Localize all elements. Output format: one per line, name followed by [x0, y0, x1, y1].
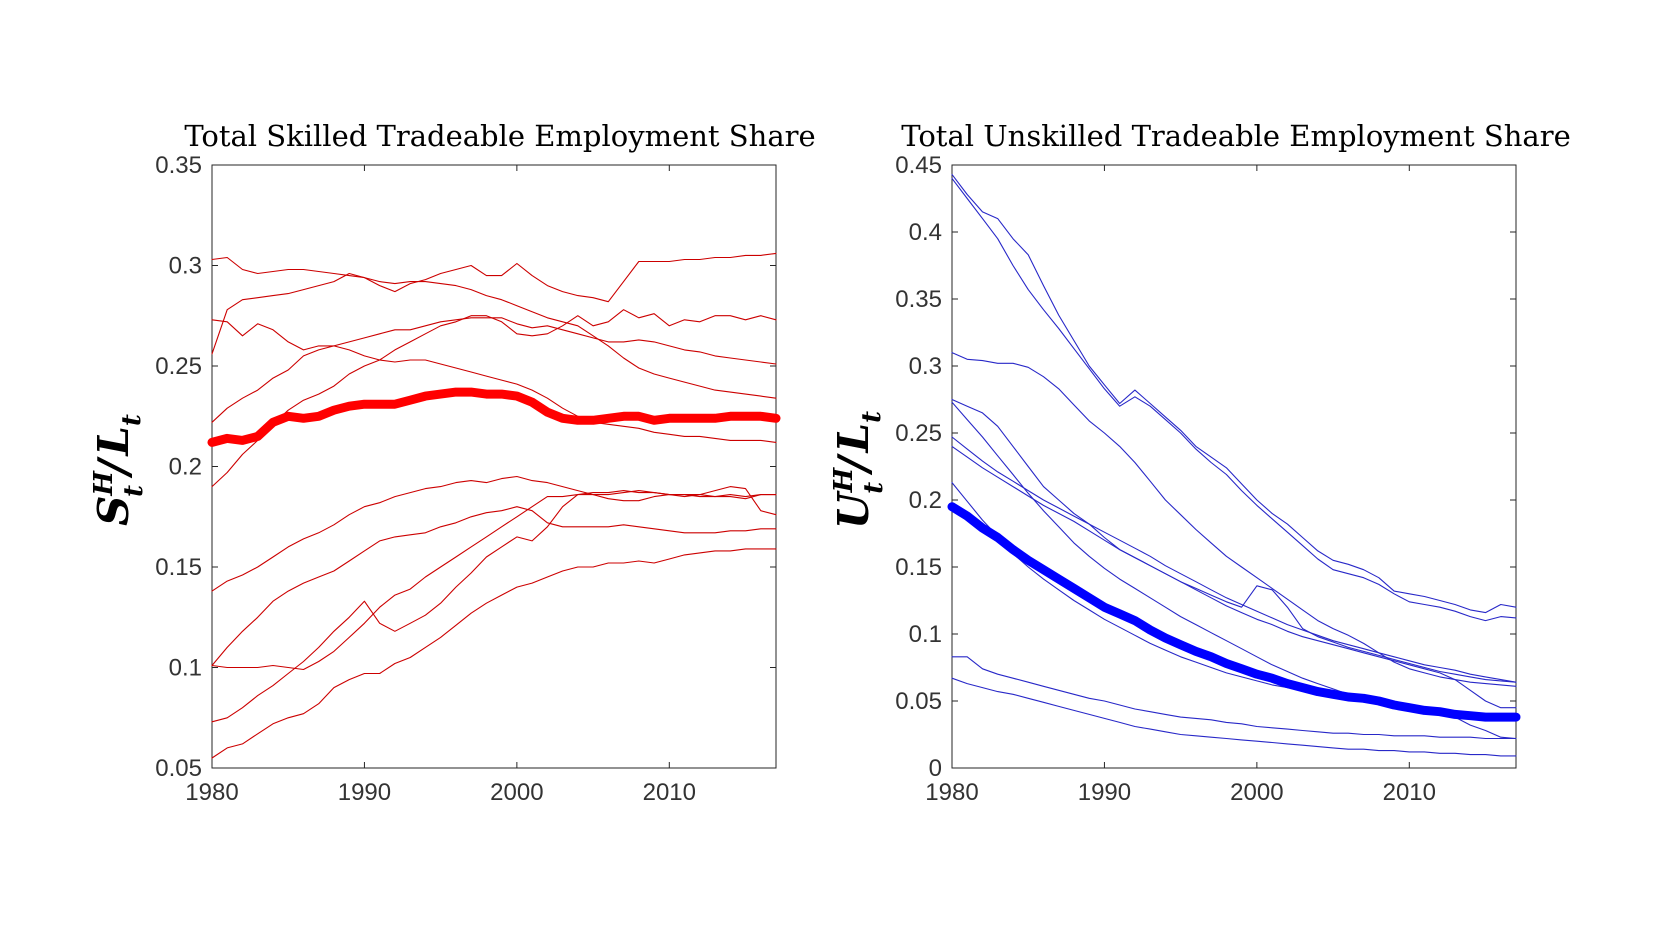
x-tick-label: 1990 — [1078, 779, 1131, 806]
y-tick-label: 0.1 — [909, 621, 942, 648]
y-axis-label-sup: H — [829, 466, 859, 493]
y-tick-label: 0.25 — [155, 353, 202, 380]
series-line-8 — [211, 494, 777, 671]
y-tick-label: 0.15 — [895, 554, 942, 581]
y-tick-label: 0.2 — [169, 454, 202, 481]
x-tick-label: 1980 — [185, 779, 238, 806]
chart-title: Total Skilled Tradeable Employment Share — [184, 119, 815, 153]
series-line-3 — [211, 319, 777, 443]
y-tick-label: 0.35 — [155, 152, 202, 179]
y-axis-label: SHt /Lt — [89, 414, 149, 526]
y-tick-label: 0.3 — [169, 253, 202, 280]
series-line-7 — [211, 506, 777, 667]
x-tick-label: 2010 — [643, 779, 696, 806]
y-tick-label: 0.2 — [909, 487, 942, 514]
y-tick-label: 0.3 — [909, 353, 942, 380]
series-line-1 — [211, 256, 777, 399]
series-line-9 — [211, 486, 777, 723]
y-tick-label: 0.05 — [155, 755, 202, 782]
series-line-6 — [951, 436, 1517, 683]
y-tick-label: 0.15 — [155, 554, 202, 581]
series-line-1 — [951, 173, 1517, 614]
series-layer — [947, 173, 1521, 757]
aggregate-series-line — [947, 502, 1521, 722]
y-tick-label: 0 — [929, 755, 942, 782]
series-line-10 — [211, 548, 777, 759]
series-line-10 — [951, 677, 1517, 757]
chart-title: Total Unskilled Tradeable Employment Sha… — [901, 119, 1570, 153]
y-axis-label-sup: H — [89, 470, 119, 497]
y-axis-label-sub: t — [859, 482, 889, 494]
x-tick-label: 2000 — [490, 779, 543, 806]
series-line-2 — [211, 252, 777, 355]
aggregate-series-line — [207, 387, 781, 447]
plot-frame — [951, 164, 1517, 769]
y-axis-label-base: U — [829, 490, 878, 529]
y-tick-label: 0.25 — [895, 420, 942, 447]
series-line-5 — [211, 309, 777, 488]
ticks-layer: 0 0.05 0.1 0.15 0.2 0.25 0.3 0.35 0.4 0.45 1980 199… — [895, 152, 1516, 806]
y-axis-label-sub2: t — [857, 411, 887, 423]
y-axis-label-base2: L — [89, 426, 138, 457]
y-axis-label-sub2: t — [117, 414, 147, 426]
series-line-2 — [951, 177, 1517, 622]
y-tick-label: 0.05 — [895, 688, 942, 715]
series-line-9 — [951, 656, 1517, 740]
y-axis-label-sep: / — [829, 453, 878, 476]
y-tick-label: 0.1 — [169, 655, 202, 682]
series-layer — [207, 252, 781, 759]
y-axis-label-sep: / — [89, 456, 138, 479]
unskilled-share-chart: Total Unskilled Tradeable Employment Sha… — [829, 119, 1571, 806]
y-axis-label-base: S — [89, 496, 138, 526]
y-axis-label-sub: t — [119, 485, 149, 497]
y-tick-label: 0.35 — [895, 286, 942, 313]
series-line-3 — [951, 352, 1517, 687]
y-tick-label: 0.4 — [909, 219, 942, 246]
series-line-4 — [951, 398, 1517, 683]
ticks-layer: 0.05 0.1 0.15 0.2 0.25 0.3 0.35 1980 1990 2000 201… — [155, 152, 776, 806]
y-axis-label-base2: L — [829, 423, 878, 454]
x-tick-label: 2000 — [1230, 779, 1283, 806]
series-line-4 — [211, 317, 777, 423]
skilled-share-chart: Total Skilled Tradeable Employment Share… — [89, 119, 816, 806]
y-tick-label: 0.45 — [895, 152, 942, 179]
x-tick-label: 1990 — [338, 779, 391, 806]
series-line-7 — [951, 445, 1517, 709]
x-tick-label: 2010 — [1383, 779, 1436, 806]
y-axis-label: UHt /Lt — [829, 411, 889, 529]
x-tick-label: 1980 — [925, 779, 978, 806]
